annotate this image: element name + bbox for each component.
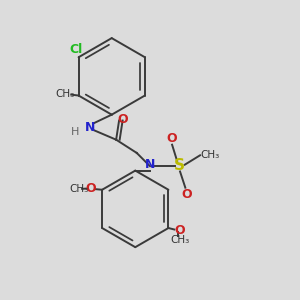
Text: O: O	[174, 224, 185, 237]
Text: O: O	[118, 112, 128, 126]
Text: CH₃: CH₃	[170, 235, 189, 245]
Text: CH₃: CH₃	[69, 184, 88, 194]
Text: N: N	[85, 122, 95, 134]
Text: O: O	[167, 132, 177, 145]
Text: CH₃: CH₃	[56, 89, 75, 99]
Text: CH₃: CH₃	[200, 150, 219, 160]
Text: S: S	[174, 158, 185, 173]
Text: O: O	[181, 188, 191, 201]
Text: O: O	[85, 182, 96, 195]
Text: N: N	[145, 158, 155, 171]
Text: Cl: Cl	[69, 44, 82, 56]
Text: H: H	[71, 127, 79, 137]
